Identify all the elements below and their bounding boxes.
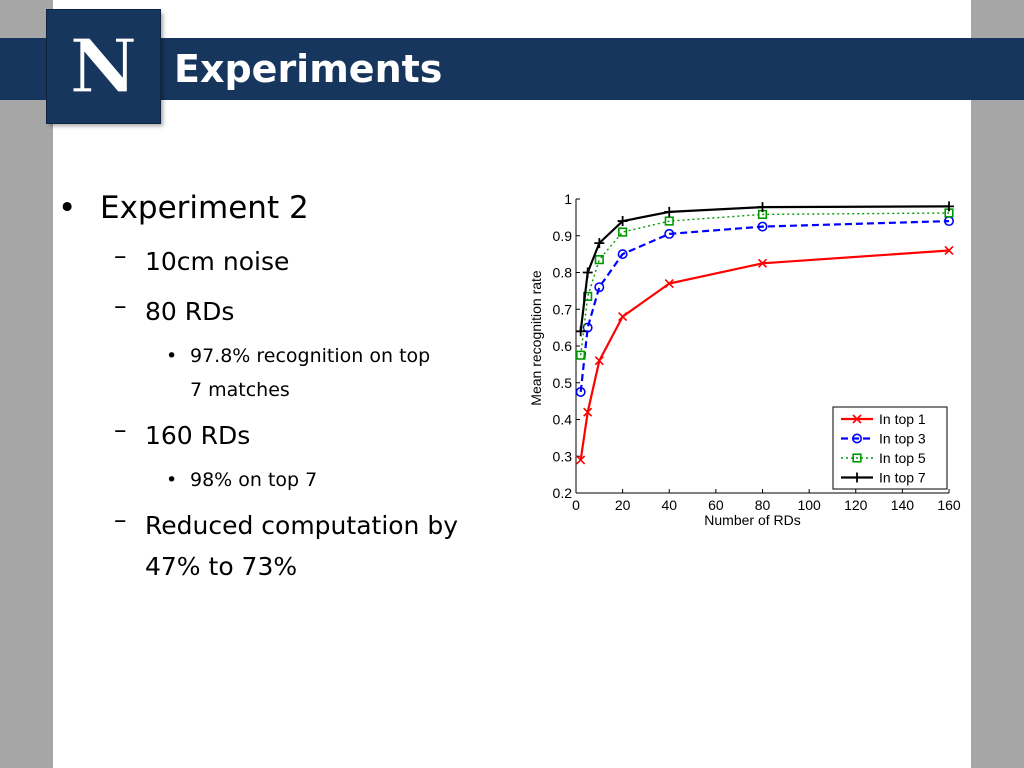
y-tick-label: 0.2 [553, 485, 573, 501]
university-logo: N N [47, 10, 160, 123]
bullet-text-continued: 7 matches [190, 379, 290, 401]
recognition-rate-chart: 0 20 40 60 80 100 120 140 160 0.2 0.3 0.4 0.5 0.6 0.7 0… [528, 191, 961, 528]
data-point-series-2 [664, 228, 675, 239]
bullet-text: 98% on top 7 [190, 469, 318, 491]
data-point-series-1 [583, 407, 593, 417]
bullet-marker: • [58, 190, 77, 226]
data-point-series-2 [582, 322, 593, 333]
data-point-series-4 [582, 267, 593, 278]
data-point-series-1 [594, 356, 604, 366]
legend-marker [852, 414, 862, 424]
bullet-text: 10cm noise [145, 247, 290, 276]
data-point-series-4 [944, 201, 954, 212]
dash-marker: – [114, 505, 127, 534]
series-line-3 [580, 212, 950, 356]
data-point-series-1 [576, 455, 586, 465]
y-tick-label: 0.9 [553, 228, 573, 244]
logo-letter: N [70, 24, 138, 110]
bullet-marker: • [166, 345, 178, 367]
data-point-series-4 [617, 216, 628, 227]
x-tick-label: 100 [797, 497, 821, 513]
data-point-series-1 [757, 258, 768, 268]
legend-marker [852, 472, 862, 483]
slide-background [53, 0, 971, 768]
x-tick-label: 80 [755, 497, 771, 513]
data-point-series-2 [617, 249, 628, 260]
dash-marker: – [114, 415, 127, 444]
y-tick-label: 1 [564, 191, 572, 207]
data-point-series-1 [664, 278, 674, 289]
data-point-series-3 [594, 255, 604, 265]
y-tick-label: 0.8 [553, 265, 573, 281]
data-point-series-4 [575, 326, 586, 337]
legend-label: In top 1 [879, 411, 926, 427]
y-tick-label: 0.6 [553, 338, 573, 354]
series-line-2 [579, 220, 950, 393]
x-axis-label: Number of RDs [704, 512, 800, 528]
bullet-text: 97.8% recognition on top [190, 345, 431, 367]
data-point-series-4 [664, 206, 675, 217]
data-point-series-3 [618, 227, 628, 237]
y-tick-label: 0.4 [553, 412, 573, 428]
x-tick-label: 60 [708, 497, 724, 513]
x-tick-label: 140 [891, 497, 915, 513]
logo-letter-outline: N [70, 24, 138, 110]
bullet-text: 80 RDs [145, 297, 235, 326]
bullet-text-continued: 47% to 73% [145, 552, 298, 581]
x-tick-label: 20 [615, 497, 631, 513]
data-point-series-4 [594, 238, 605, 249]
data-point-series-3 [576, 350, 586, 360]
data-point-series-2 [575, 386, 586, 397]
dash-marker: – [114, 291, 127, 320]
legend-label: In top 7 [879, 470, 926, 486]
data-point-series-4 [757, 202, 768, 213]
legend-marker [851, 433, 862, 444]
x-tick-label: 160 [937, 497, 961, 513]
x-tick-label: 120 [844, 497, 868, 513]
data-point-series-2 [594, 282, 605, 293]
legend-marker [852, 453, 862, 463]
legend-box [832, 406, 948, 490]
title-bar [0, 38, 1024, 100]
x-tick-label: 0 [572, 497, 580, 513]
data-point-series-3 [664, 216, 674, 226]
slide-title: Experiments [174, 47, 443, 91]
data-point-series-1 [618, 312, 628, 322]
y-tick-label: 0.7 [553, 301, 573, 317]
bullet-text: Reduced computation by [145, 511, 459, 540]
series-line-4 [579, 205, 950, 332]
bullet-marker: • [166, 469, 178, 491]
y-tick-label: 0.3 [553, 448, 573, 464]
bullet-text: Experiment 2 [100, 190, 309, 226]
bullet-text: 160 RDs [145, 421, 251, 450]
data-point-series-2 [757, 221, 768, 232]
y-tick-label: 0.5 [553, 375, 573, 391]
dash-marker: – [114, 241, 127, 270]
y-axis-label: Mean recognition rate [528, 270, 544, 406]
x-tick-label: 40 [661, 497, 677, 513]
legend-label: In top 3 [879, 431, 926, 447]
legend-label: In top 5 [879, 450, 926, 466]
data-point-series-1 [944, 245, 954, 256]
